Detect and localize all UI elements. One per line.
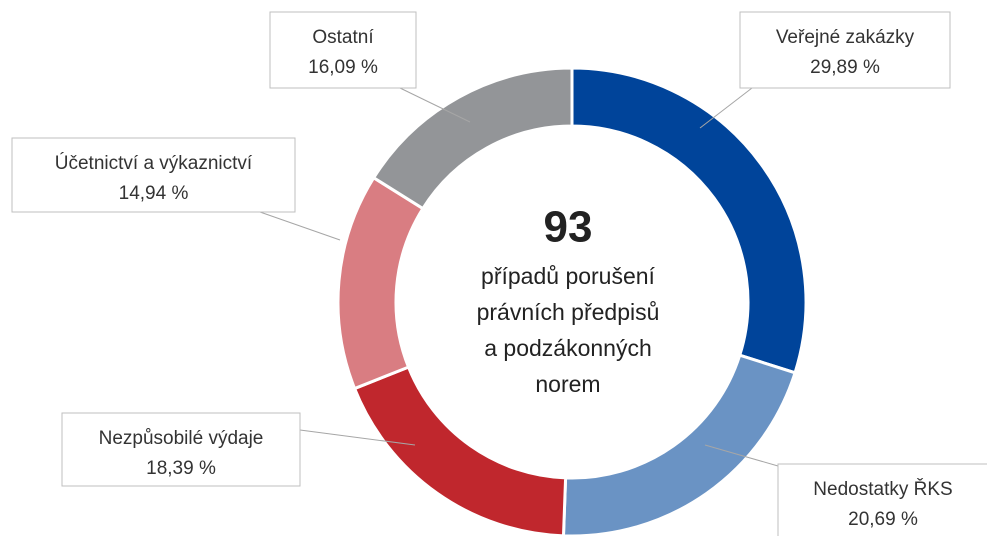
value-label: 18,39 % [146,458,216,479]
donut-segment [336,175,425,391]
center-text: případů porušení [481,263,656,289]
center-value: 93 [544,203,593,252]
donut-segment [570,66,808,375]
value-label: 16,09 % [308,57,378,78]
center-text: a podzákonných [484,335,652,361]
label-box [739,11,951,89]
value-label: 20,69 % [848,509,918,530]
label-box [61,412,301,487]
category-label: Ostatní [312,27,374,48]
label-box [269,11,417,89]
category-label: Nezpůsobilé výdaje [99,428,264,449]
category-label: Účetnictví a výkaznictví [55,152,253,174]
category-label: Nedostatky ŘKS [813,478,952,500]
center-text: norem [535,371,600,397]
value-label: 29,89 % [810,57,880,78]
donut-segment [352,365,568,536]
leader-line [259,211,341,241]
label-box [11,137,296,213]
value-label: 14,94 % [119,183,189,204]
center-text: právních předpisů [477,299,660,325]
leader-line [699,87,753,129]
leader-line [704,444,779,467]
category-label: Veřejné zakázky [776,27,915,48]
donut-segment [371,66,574,211]
label-box [777,463,987,536]
leader-line [299,429,416,446]
leader-line [399,87,471,123]
